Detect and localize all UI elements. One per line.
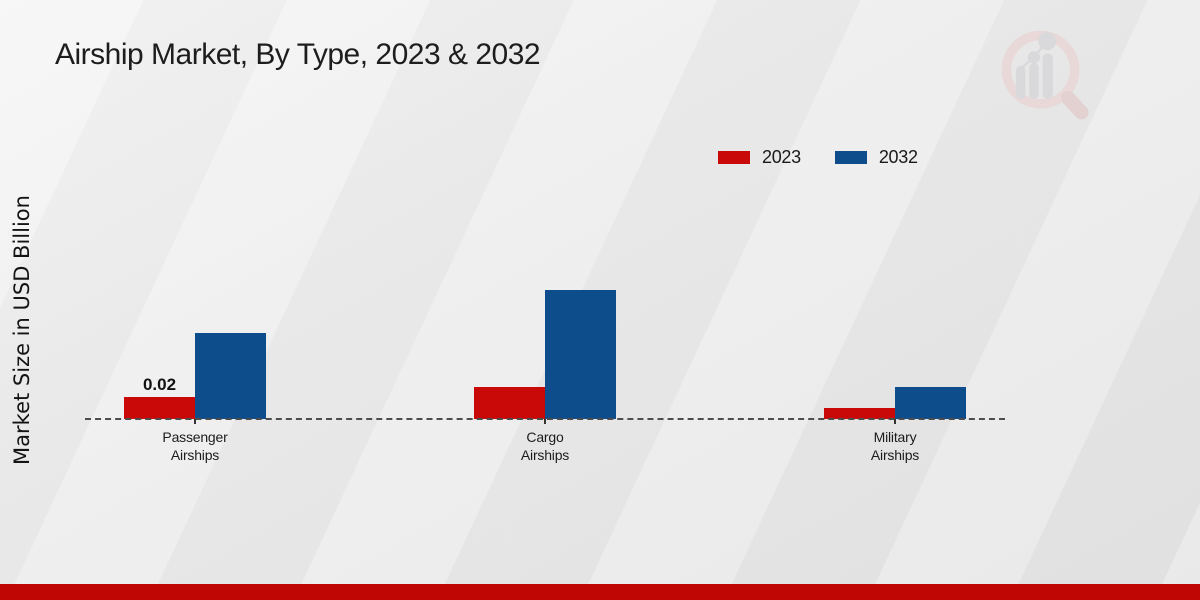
- bar-2023-military-airships: [824, 408, 895, 419]
- bar-2032-cargo-airships: [545, 290, 616, 419]
- legend-swatch-2032: [834, 151, 867, 164]
- bar-value-label-2023-passenger-airships: 0.02: [142, 375, 177, 394]
- legend-item-2032: 2032: [834, 147, 918, 168]
- x-axis-dashed-baseline: [85, 418, 1005, 420]
- bar-2032-military-airships: [895, 387, 966, 419]
- bar-2023-passenger-airships: [124, 397, 195, 419]
- legend-label-2032: 2032: [878, 147, 918, 167]
- x-axis-tick-cargo-airships: [544, 419, 546, 424]
- legend-swatch-2023: [718, 151, 750, 164]
- category-label-cargo-airships: Cargo Airships: [520, 429, 570, 463]
- legend: 2023 2032: [718, 147, 918, 168]
- footer-accent-band: [0, 584, 1200, 600]
- legend-item-2023: 2023: [718, 147, 801, 168]
- magnifier-bar-chart-logo-icon: [1001, 30, 1089, 120]
- bar-2023-cargo-airships: [474, 387, 545, 419]
- bar-2032-passenger-airships: [195, 333, 266, 419]
- legend-label-2023: 2023: [762, 147, 801, 167]
- x-axis-tick-military-airships: [894, 419, 896, 424]
- category-label-military-airships: Military Airships: [870, 429, 920, 463]
- chart-title: Airship Market, By Type, 2023 & 2032: [55, 38, 541, 71]
- category-label-passenger-airships: Passenger Airships: [162, 429, 228, 463]
- x-axis-tick-passenger-airships: [194, 419, 196, 424]
